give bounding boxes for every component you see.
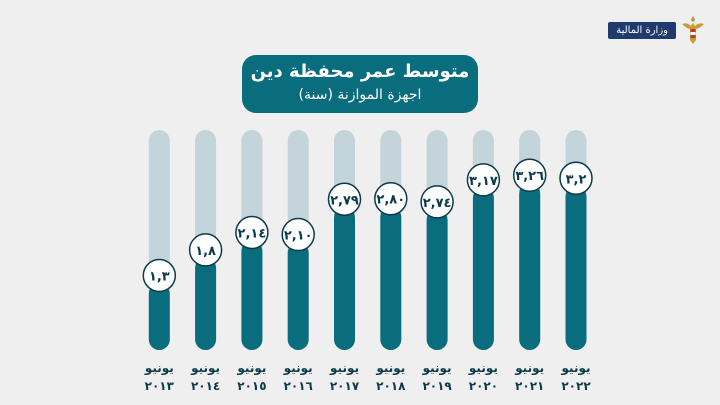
data-label: ٢,٨٠: [376, 193, 405, 208]
x-tick-label: يونيو: [329, 361, 359, 376]
x-tick-label: يونيو: [514, 361, 544, 376]
bar: [195, 257, 217, 350]
x-tick-label: يونيو: [190, 361, 220, 376]
x-tick-label-year: ٢٠٢١: [515, 379, 544, 393]
value-label-badge: [374, 181, 408, 216]
bar: [287, 242, 309, 350]
chart-title: متوسط عمر محفظة دين: [250, 61, 470, 82]
bar: [334, 207, 355, 350]
value-label-badge: [142, 258, 177, 293]
eagle-emblem-icon: [682, 16, 704, 44]
bar: [241, 240, 263, 350]
x-tick-label-year: ٢٠١٦: [284, 379, 313, 393]
data-label: ٣,٢: [566, 172, 587, 187]
x-tick-label-year: ٢٠١٧: [330, 379, 360, 393]
x-tick-label-year: ٢٠٢٠: [469, 379, 498, 393]
x-tick-label-year: ٢٠١٩: [422, 379, 452, 393]
value-label-badge: [235, 215, 269, 250]
data-label: ٢,١٤: [238, 227, 267, 242]
value-label-badge: [512, 158, 547, 192]
value-label-badge: [188, 233, 223, 267]
bar: [426, 209, 448, 350]
bar: [519, 183, 541, 350]
value-label-badge: [420, 185, 454, 219]
value-label-badge: [327, 182, 362, 217]
value-label-badge: [281, 217, 315, 252]
data-label: ٢,٧٩: [330, 193, 359, 208]
data-label: ١,٣: [149, 269, 170, 284]
x-tick-label-year: ٢٠١٥: [237, 379, 266, 393]
data-label: ٣,٢٦: [515, 169, 544, 184]
chart-subtitle: اجهزة الموازنة (سنة): [298, 87, 422, 103]
x-tick-label: يونيو: [375, 361, 405, 376]
data-label: ٢,٧٤: [423, 196, 452, 211]
data-label: ١,٨: [195, 244, 216, 259]
x-tick-label: يونيو: [468, 361, 498, 376]
ministry-logo: وزارة المالية: [608, 14, 706, 46]
x-tick-label: يونيو: [144, 361, 174, 376]
x-tick-label-year: ٢٠٢٢: [561, 379, 591, 393]
bar: [472, 187, 494, 350]
bar: [380, 206, 402, 350]
chart-title-box: متوسط عمر محفظة دين اجهزة الموازنة (سنة): [242, 55, 478, 113]
data-label: ٢,١٠: [284, 229, 313, 244]
x-tick-label: يونيو: [236, 361, 266, 376]
x-tick-label: يونيو: [283, 361, 313, 376]
x-tick-label: يونيو: [422, 361, 452, 376]
bar: [148, 283, 170, 350]
x-tick-label: يونيو: [561, 361, 591, 376]
x-tick-label-year: ٢٠١٤: [191, 379, 220, 393]
value-label-badge: [559, 161, 593, 196]
x-tick-label-year: ٢٠١٣: [145, 379, 175, 393]
data-label: ٣,١٧: [469, 174, 498, 189]
ministry-label: وزارة المالية: [608, 21, 676, 39]
value-label-badge: [466, 163, 501, 197]
bar: [565, 186, 587, 350]
x-tick-label-year: ٢٠١٨: [376, 379, 406, 393]
